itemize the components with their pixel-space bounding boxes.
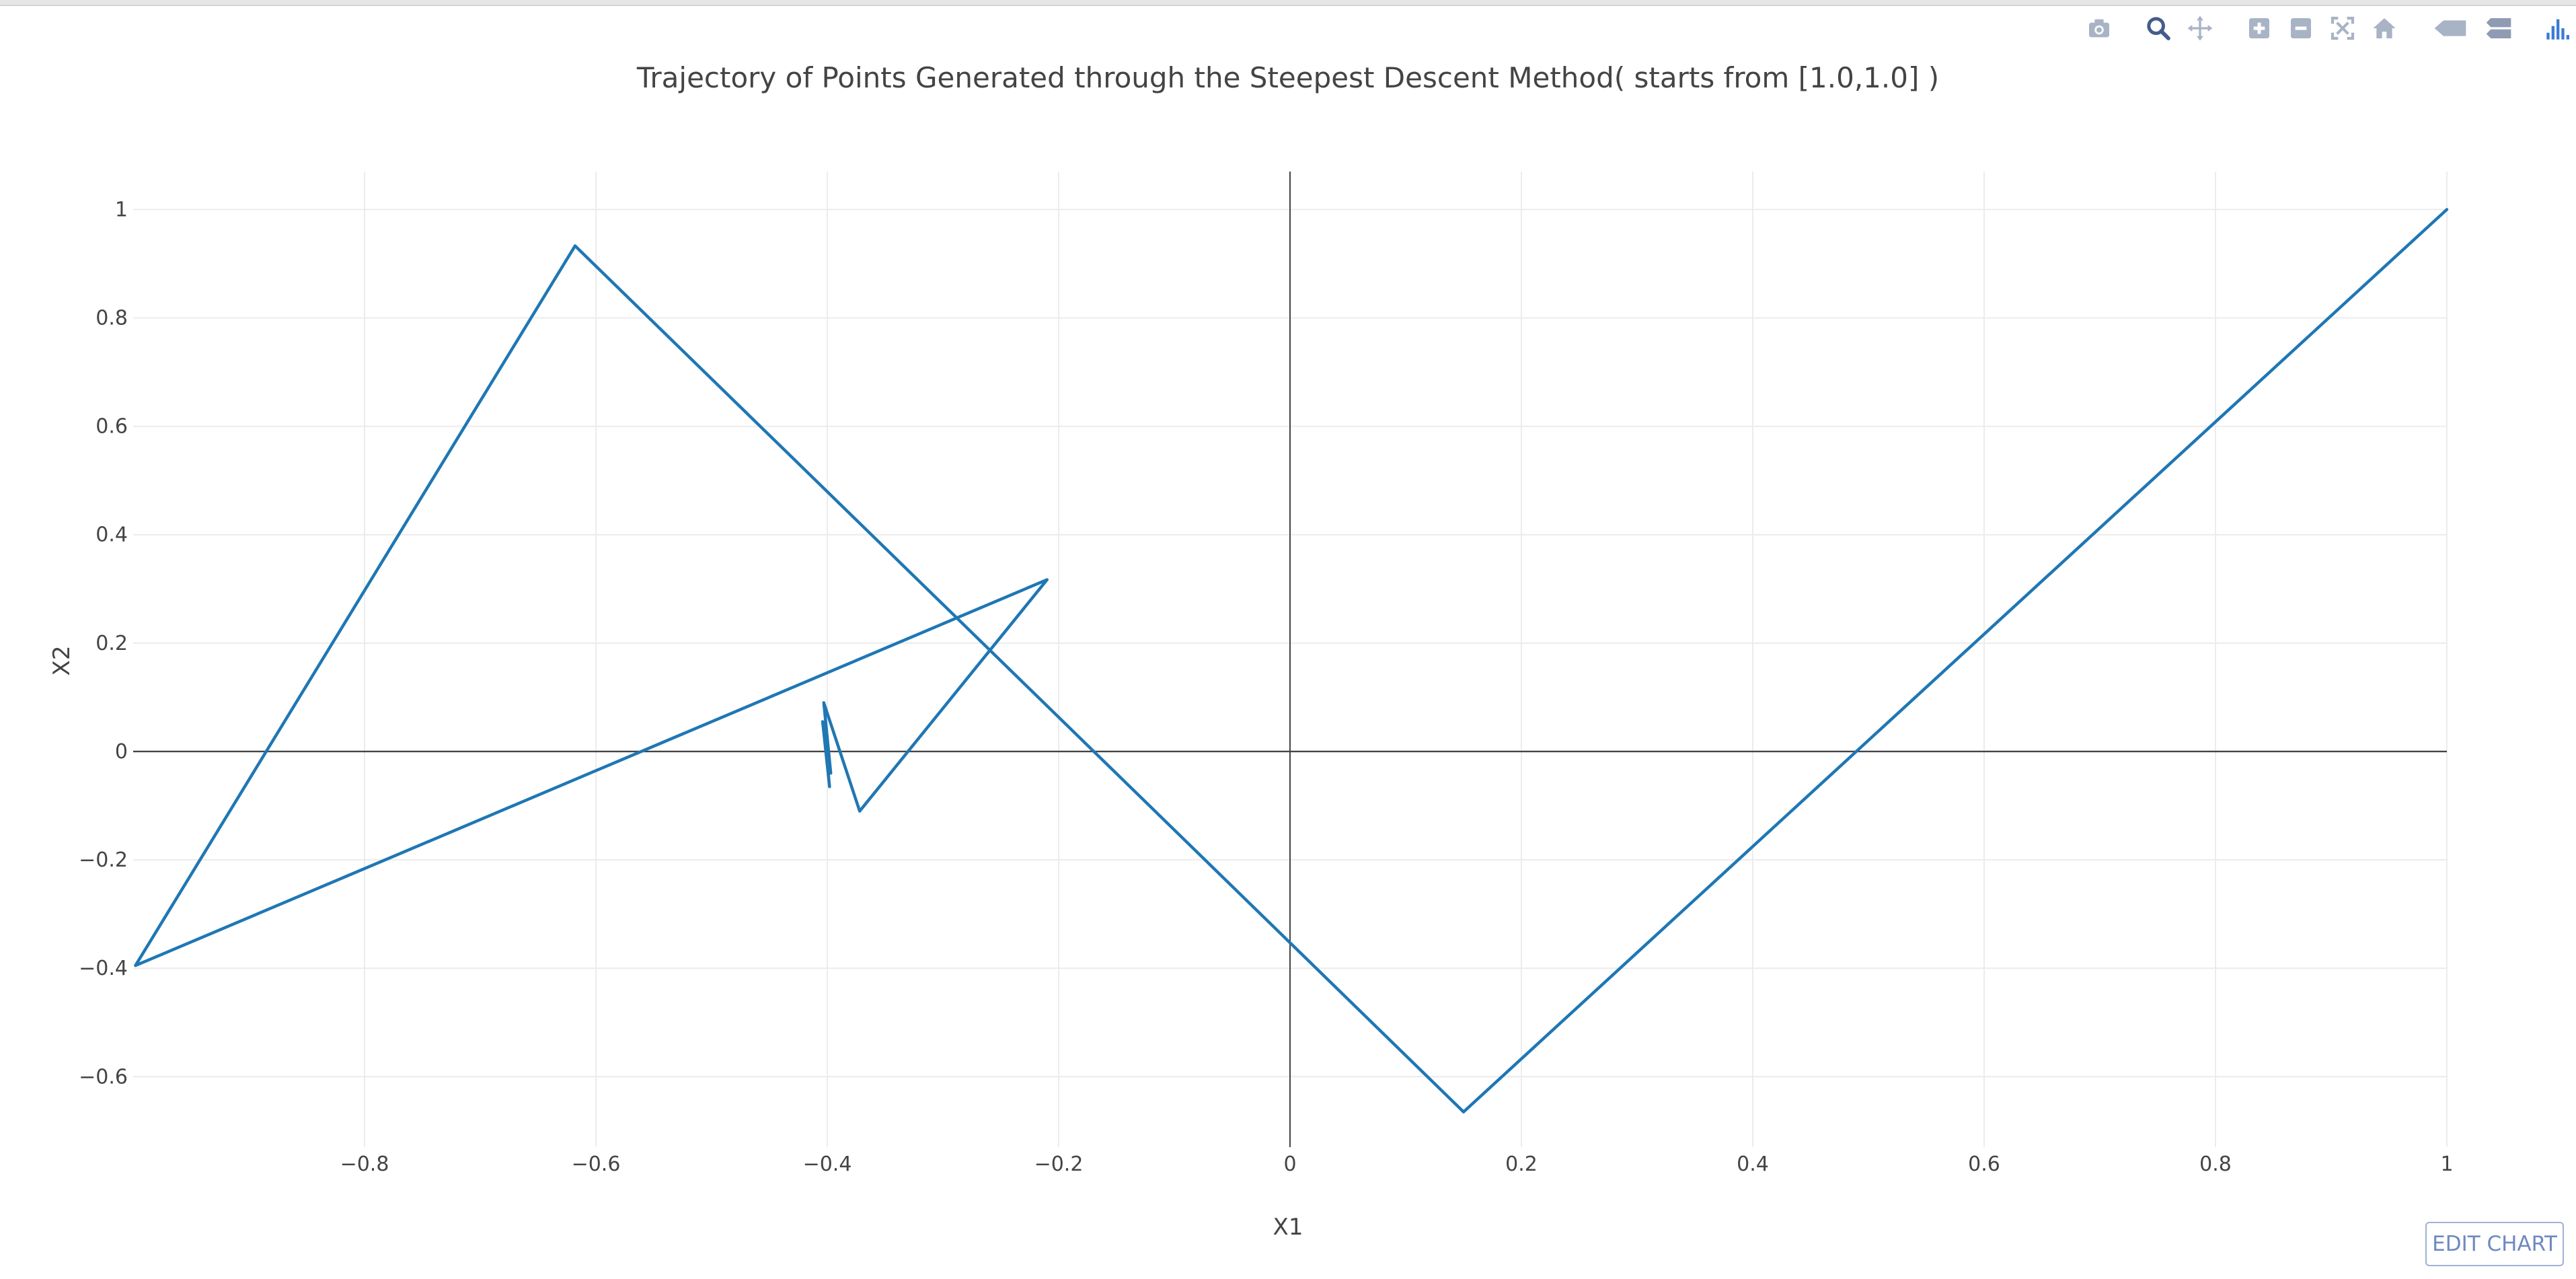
y-tick-label: −0.6	[79, 1065, 128, 1089]
x-tick-label: 0.6	[1968, 1153, 2000, 1176]
chart-title: Trajectory of Points Generated through t…	[636, 61, 1939, 94]
zoom-icon[interactable]	[2143, 13, 2174, 44]
trajectory-line	[134, 208, 2449, 1113]
x-tick-label: 0.2	[1505, 1153, 1538, 1176]
x-tick-label: −0.4	[803, 1153, 852, 1176]
edit-chart-button[interactable]: EDIT CHART	[2425, 1222, 2564, 1266]
zoom-out-icon[interactable]	[2285, 13, 2316, 44]
autoscale-icon[interactable]	[2327, 13, 2358, 44]
y-tick-label: 0.8	[96, 307, 128, 330]
plotly-logo-icon[interactable]	[2542, 13, 2573, 44]
y-tick-label: 0.6	[96, 415, 128, 439]
x-axis-label: X1	[1273, 1214, 1303, 1241]
y-tick-label: 0.4	[96, 523, 128, 547]
x-tick-label: 0	[1283, 1153, 1296, 1176]
x-tick-label: 1	[2440, 1153, 2453, 1176]
x-tick-label: 0.4	[1737, 1153, 1769, 1176]
x-tick-label: 0.8	[2199, 1153, 2232, 1176]
show-closest-icon[interactable]	[2428, 13, 2472, 44]
top-border	[0, 0, 2576, 6]
compare-hover-icon[interactable]	[2483, 13, 2514, 44]
y-tick-label: −0.4	[79, 957, 128, 980]
camera-icon[interactable]	[2084, 13, 2115, 44]
x-tick-label: −0.2	[1034, 1153, 1084, 1176]
y-tick-label: −0.2	[79, 848, 128, 872]
home-icon[interactable]	[2369, 13, 2400, 44]
y-tick-label: 0.2	[96, 632, 128, 655]
pan-icon[interactable]	[2185, 13, 2215, 44]
modebar	[2084, 12, 2576, 44]
x-tick-label: −0.8	[340, 1153, 389, 1176]
y-axis-label: X2	[48, 646, 75, 676]
x-tick-label: −0.6	[572, 1153, 621, 1176]
y-tick-label: 1	[115, 198, 128, 221]
y-tick-label: 0	[115, 740, 128, 764]
zoom-in-icon[interactable]	[2244, 13, 2275, 44]
